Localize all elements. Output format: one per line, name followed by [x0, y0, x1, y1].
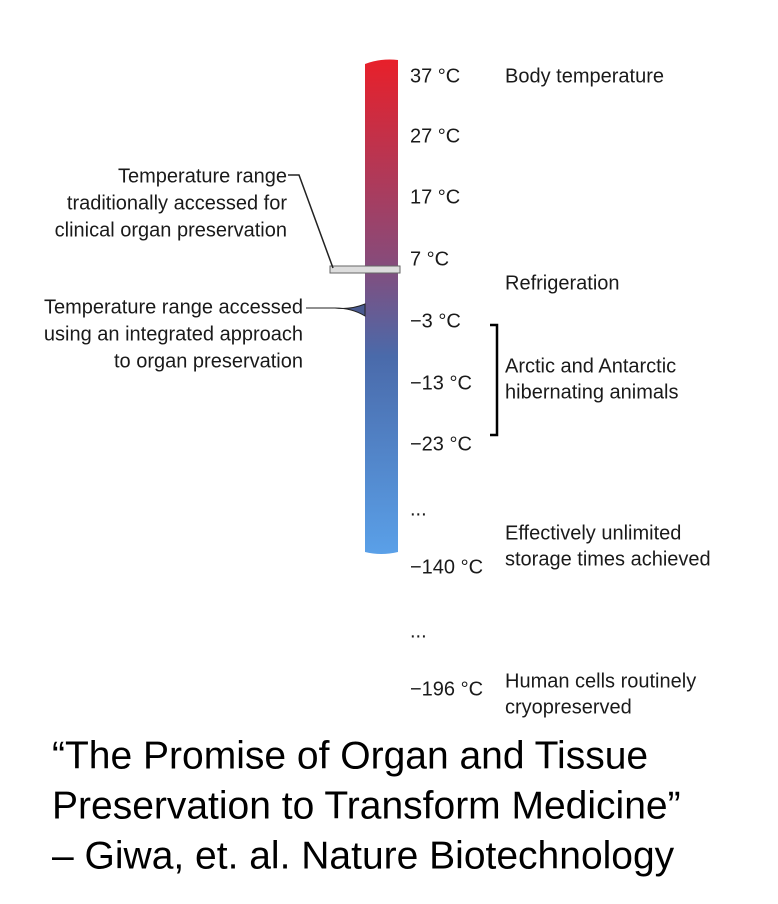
annotation: traditionally accessed for: [67, 192, 287, 214]
clinical-range-band: [329, 265, 401, 274]
description: storage times achieved: [505, 548, 711, 570]
temperature-label: ...: [410, 498, 427, 520]
temperature-label: −140 °C: [410, 556, 483, 578]
description: Refrigeration: [505, 272, 620, 294]
caption: – Giwa, et. al. Nature Biotechnology: [52, 834, 675, 877]
temperature-label: 37 °C: [410, 65, 460, 87]
description: hibernating animals: [505, 381, 678, 403]
annotation-leader: [306, 303, 366, 317]
annotation: to organ preservation: [114, 350, 303, 372]
bracket: [490, 323, 499, 437]
temperature-label: −23 °C: [410, 433, 472, 455]
temperature-label: 17 °C: [410, 186, 460, 208]
description: Body temperature: [505, 65, 664, 87]
annotation: Temperature range: [118, 165, 287, 187]
description: Arctic and Antarctic: [505, 355, 676, 377]
thermometer-bar: [365, 59, 398, 554]
annotation-leader: [288, 174, 334, 269]
description: Effectively unlimited: [505, 522, 681, 544]
annotation: Temperature range accessed: [44, 296, 303, 318]
annotation: clinical organ preservation: [55, 219, 287, 241]
description: cryopreserved: [505, 696, 632, 718]
caption: Preservation to Transform Medicine”: [52, 784, 681, 827]
description: Human cells routinely: [505, 670, 696, 692]
temperature-label: 27 °C: [410, 125, 460, 147]
temperature-label: 7 °C: [410, 248, 449, 270]
temperature-label: ...: [410, 620, 427, 642]
annotation: using an integrated approach: [44, 323, 303, 345]
caption: “The Promise of Organ and Tissue: [52, 734, 648, 777]
temperature-label: −13 °C: [410, 372, 472, 394]
temperature-label: −3 °C: [410, 310, 461, 332]
temperature-label: −196 °C: [410, 678, 483, 700]
